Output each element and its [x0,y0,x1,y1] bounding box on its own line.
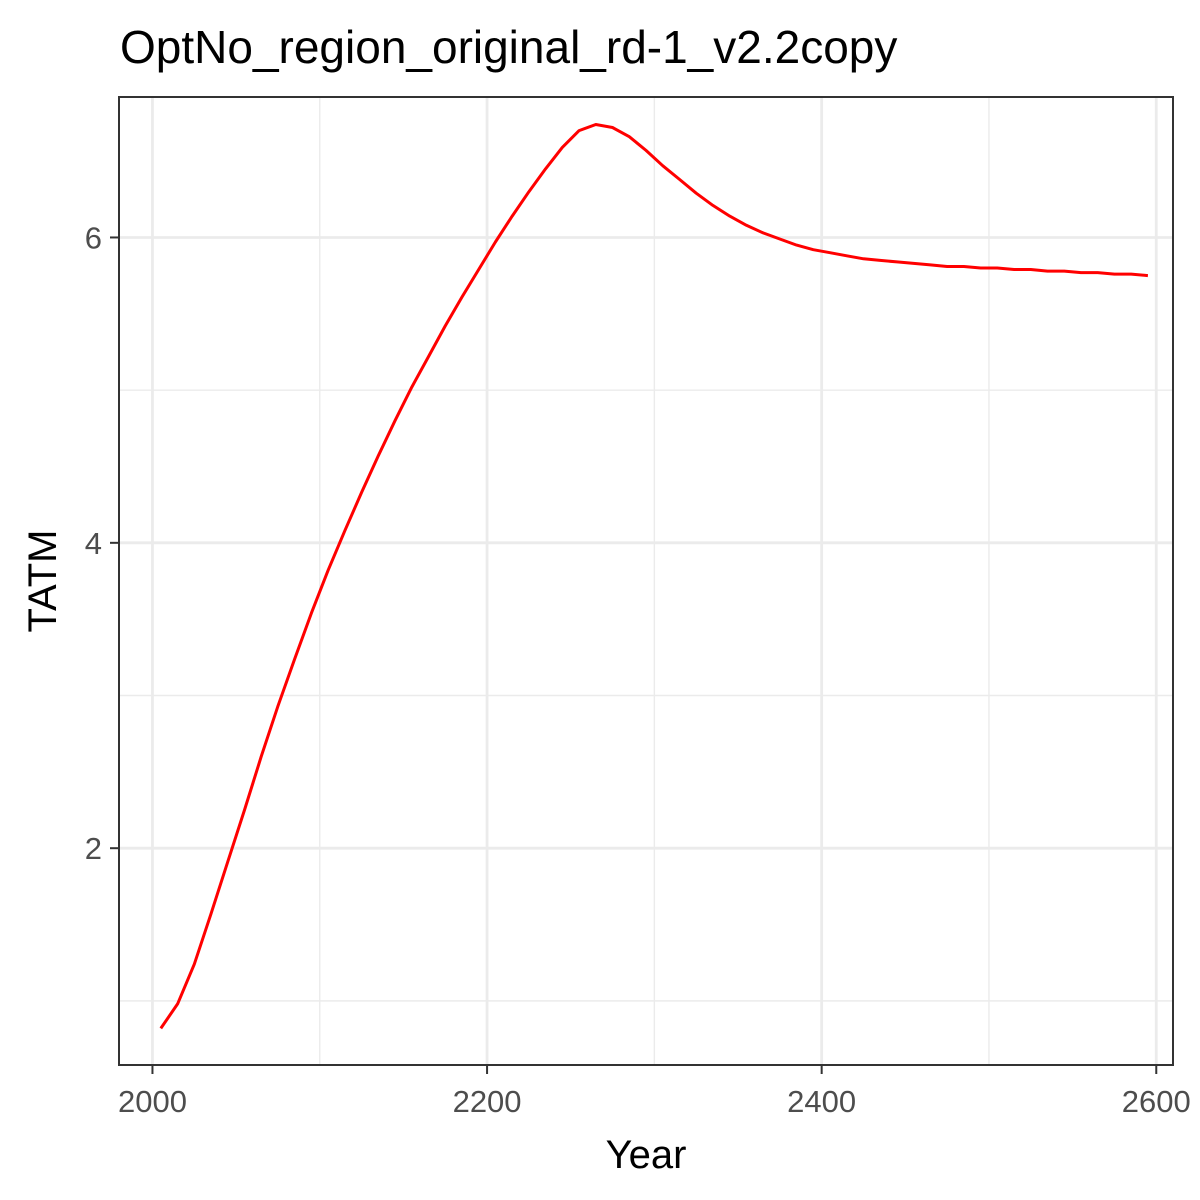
plot-background [119,97,1173,1065]
series-layer [159,123,1149,1030]
x-tick-label: 2600 [1122,1084,1191,1119]
minor-gridlines [119,97,1173,1065]
y-tick-label: 6 [85,220,102,255]
y-axis-title: TATM [21,530,65,633]
series-line [159,123,1149,1030]
x-tick-label: 2000 [118,1084,187,1119]
x-tick-label: 2200 [453,1084,522,1119]
x-tick-label: 2400 [787,1084,856,1119]
y-axis: 2 4 6 [85,220,119,866]
major-gridlines [119,97,1173,1065]
chart-title: OptNo_region_original_rd-1_v2.2copy [120,21,897,73]
x-axis-title: Year [606,1133,687,1177]
x-axis: 2000 2200 2400 2600 [118,1065,1191,1119]
y-tick-label: 4 [85,526,102,561]
plot-border [118,96,1174,1066]
y-tick-label: 2 [85,831,102,866]
